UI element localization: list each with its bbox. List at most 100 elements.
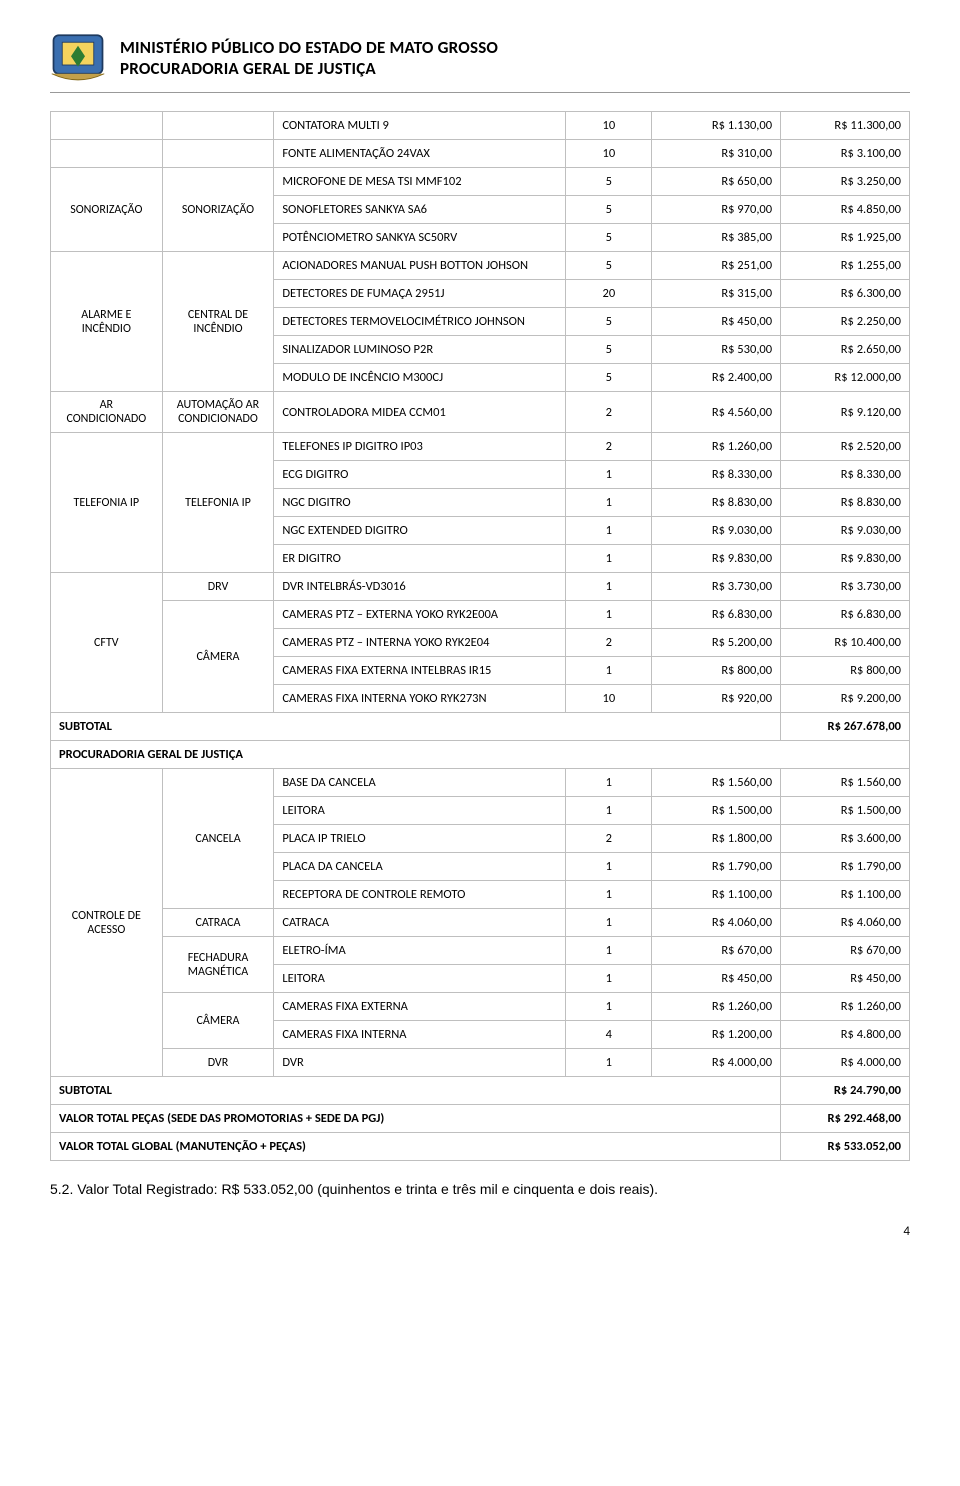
item-desc: TELEFONES IP DIGITRO IP03 [274, 433, 566, 461]
category-2: CATRACA [162, 909, 274, 937]
item-unit-price: R$ 450,00 [652, 965, 781, 993]
category-2: CENTRAL DE INCÊNDIO [162, 252, 274, 392]
item-desc: CONTATORA MULTI 9 [274, 112, 566, 140]
item-total: R$ 10.400,00 [781, 629, 910, 657]
item-desc: BASE DA CANCELA [274, 769, 566, 797]
item-qty: 5 [566, 196, 652, 224]
category-1 [51, 140, 163, 168]
item-total: R$ 2.520,00 [781, 433, 910, 461]
item-total: R$ 9.830,00 [781, 545, 910, 573]
item-qty: 10 [566, 140, 652, 168]
item-total: R$ 670,00 [781, 937, 910, 965]
table-row: CONTATORA MULTI 910R$ 1.130,00R$ 11.300,… [51, 112, 910, 140]
item-total: R$ 1.500,00 [781, 797, 910, 825]
item-desc: CONTROLADORA MIDEA CCM01 [274, 392, 566, 433]
item-qty: 2 [566, 825, 652, 853]
category-2: SONORIZAÇÃO [162, 168, 274, 252]
item-total: R$ 6.830,00 [781, 601, 910, 629]
total-label: SUBTOTAL [51, 713, 781, 741]
item-qty: 5 [566, 252, 652, 280]
category-1: TELEFONIA IP [51, 433, 163, 573]
item-desc: NGC DIGITRO [274, 489, 566, 517]
total-row: SUBTOTALR$ 267.678,00 [51, 713, 910, 741]
item-qty: 1 [566, 461, 652, 489]
item-qty: 1 [566, 853, 652, 881]
category-2: DRV [162, 573, 274, 601]
item-qty: 1 [566, 489, 652, 517]
item-total: R$ 8.330,00 [781, 461, 910, 489]
item-total: R$ 4.000,00 [781, 1049, 910, 1077]
item-qty: 1 [566, 797, 652, 825]
item-total: R$ 4.060,00 [781, 909, 910, 937]
header-line1: MINISTÉRIO PÚBLICO DO ESTADO DE MATO GRO… [120, 37, 498, 58]
item-qty: 5 [566, 336, 652, 364]
table-row: CÂMERACAMERAS PTZ – EXTERNA YOKO RYK2E00… [51, 601, 910, 629]
item-qty: 2 [566, 629, 652, 657]
table-row: TELEFONIA IPTELEFONIA IPTELEFONES IP DIG… [51, 433, 910, 461]
category-1: CFTV [51, 573, 163, 713]
page-number: 4 [50, 1224, 910, 1239]
item-unit-price: R$ 970,00 [652, 196, 781, 224]
page-header: MINISTÉRIO PÚBLICO DO ESTADO DE MATO GRO… [50, 30, 910, 93]
item-desc: CAMERAS FIXA INTERNA [274, 1021, 566, 1049]
item-unit-price: R$ 315,00 [652, 280, 781, 308]
item-unit-price: R$ 650,00 [652, 168, 781, 196]
category-1: CONTROLE DE ACESSO [51, 769, 163, 1077]
item-unit-price: R$ 1.800,00 [652, 825, 781, 853]
item-unit-price: R$ 385,00 [652, 224, 781, 252]
item-qty: 1 [566, 937, 652, 965]
category-1: SONORIZAÇÃO [51, 168, 163, 252]
item-desc: SINALIZADOR LUMINOSO P2R [274, 336, 566, 364]
item-unit-price: R$ 6.830,00 [652, 601, 781, 629]
item-total: R$ 1.925,00 [781, 224, 910, 252]
item-qty: 5 [566, 168, 652, 196]
item-qty: 10 [566, 685, 652, 713]
item-unit-price: R$ 8.830,00 [652, 489, 781, 517]
item-desc: DETECTORES DE FUMAÇA 2951J [274, 280, 566, 308]
item-unit-price: R$ 670,00 [652, 937, 781, 965]
item-unit-price: R$ 5.200,00 [652, 629, 781, 657]
item-desc: CATRACA [274, 909, 566, 937]
item-total: R$ 800,00 [781, 657, 910, 685]
section-row: PROCURADORIA GERAL DE JUSTIÇA [51, 741, 910, 769]
item-total: R$ 2.250,00 [781, 308, 910, 336]
item-desc: LEITORA [274, 965, 566, 993]
item-unit-price: R$ 4.560,00 [652, 392, 781, 433]
item-unit-price: R$ 4.060,00 [652, 909, 781, 937]
total-label: VALOR TOTAL PEÇAS (SEDE DAS PROMOTORIAS … [51, 1105, 781, 1133]
item-qty: 1 [566, 657, 652, 685]
item-unit-price: R$ 2.400,00 [652, 364, 781, 392]
item-desc: MODULO DE INCÊNCIO M300CJ [274, 364, 566, 392]
item-desc: DVR INTELBRÁS-VD3016 [274, 573, 566, 601]
total-value: R$ 24.790,00 [781, 1077, 910, 1105]
category-2 [162, 140, 274, 168]
table-row: ALARME E INCÊNDIOCENTRAL DE INCÊNDIOACIO… [51, 252, 910, 280]
item-total: R$ 2.650,00 [781, 336, 910, 364]
item-qty: 1 [566, 993, 652, 1021]
table-row: SONORIZAÇÃOSONORIZAÇÃOMICROFONE DE MESA … [51, 168, 910, 196]
item-unit-price: R$ 310,00 [652, 140, 781, 168]
item-unit-price: R$ 1.260,00 [652, 433, 781, 461]
category-2: CÂMERA [162, 601, 274, 713]
item-qty: 4 [566, 1021, 652, 1049]
category-1: ALARME E INCÊNDIO [51, 252, 163, 392]
item-desc: ER DIGITRO [274, 545, 566, 573]
item-qty: 2 [566, 433, 652, 461]
total-row: VALOR TOTAL GLOBAL (MANUTENÇÃO + PEÇAS)R… [51, 1133, 910, 1161]
table-row: CONTROLE DE ACESSOCANCELABASE DA CANCELA… [51, 769, 910, 797]
item-unit-price: R$ 1.200,00 [652, 1021, 781, 1049]
footnote-text: 5.2. Valor Total Registrado: R$ 533.052,… [50, 1179, 910, 1200]
item-total: R$ 1.790,00 [781, 853, 910, 881]
item-desc: CAMERAS FIXA INTERNA YOKO RYK273N [274, 685, 566, 713]
item-total: R$ 3.730,00 [781, 573, 910, 601]
item-unit-price: R$ 251,00 [652, 252, 781, 280]
item-total: R$ 11.300,00 [781, 112, 910, 140]
item-unit-price: R$ 3.730,00 [652, 573, 781, 601]
item-total: R$ 3.100,00 [781, 140, 910, 168]
item-total: R$ 1.255,00 [781, 252, 910, 280]
item-desc: NGC EXTENDED DIGITRO [274, 517, 566, 545]
item-total: R$ 1.560,00 [781, 769, 910, 797]
item-unit-price: R$ 1.260,00 [652, 993, 781, 1021]
total-value: R$ 533.052,00 [781, 1133, 910, 1161]
item-total: R$ 6.300,00 [781, 280, 910, 308]
